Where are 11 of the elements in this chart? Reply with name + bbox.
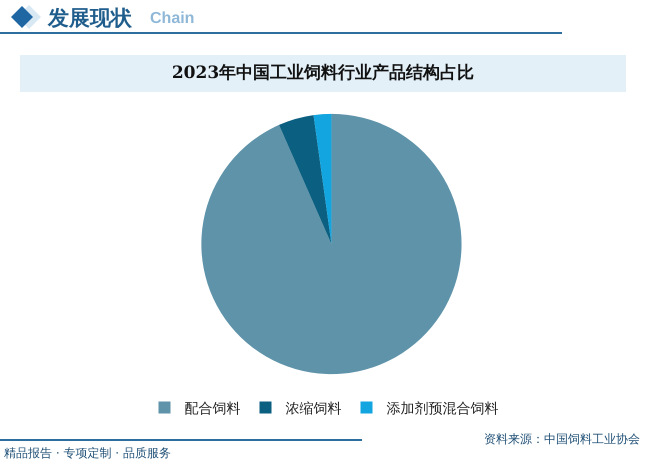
pie-slice	[279, 115, 332, 244]
text: Chain	[150, 9, 194, 29]
legend-label: 浓缩饲料	[286, 400, 342, 417]
text: 发展现状	[48, 5, 132, 32]
legend-label: 添加剂预混合饲料	[386, 400, 498, 417]
pie-slice	[314, 114, 332, 244]
text: 资料来源：中国饲料工业协会	[484, 431, 640, 447]
legend-label: 配合饲料	[184, 400, 240, 417]
pie-slice	[201, 114, 462, 374]
chart-title: 2023年中国工业饲料行业产品结构占比	[20, 55, 626, 92]
text: 精品报告 · 专项定制 · 品质服务	[4, 445, 171, 461]
